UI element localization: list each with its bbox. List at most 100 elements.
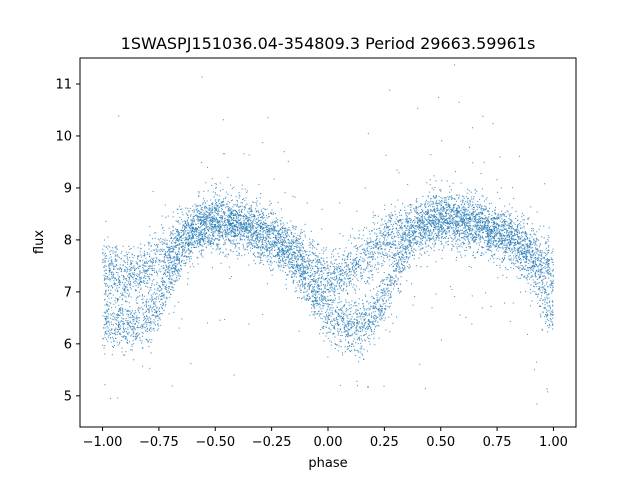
data-point	[346, 285, 348, 287]
data-point	[309, 241, 311, 243]
data-point	[446, 202, 448, 204]
data-point	[282, 244, 284, 246]
data-point	[460, 243, 462, 245]
data-point	[298, 280, 300, 282]
data-point	[454, 198, 456, 200]
data-point	[110, 253, 112, 255]
data-point	[345, 283, 347, 285]
data-point	[145, 305, 147, 307]
data-point	[165, 284, 167, 286]
data-point	[337, 253, 339, 255]
data-point	[445, 199, 447, 201]
data-point	[423, 216, 425, 218]
data-point	[128, 324, 130, 326]
data-point	[210, 218, 212, 220]
data-point	[142, 266, 144, 268]
data-point	[213, 205, 215, 207]
data-point	[521, 248, 523, 250]
data-point	[369, 264, 371, 266]
data-point	[271, 228, 273, 230]
data-point	[492, 244, 494, 246]
data-point	[381, 279, 383, 281]
data-point	[408, 233, 410, 235]
data-point	[498, 217, 500, 219]
data-point	[188, 210, 190, 212]
data-point	[272, 228, 274, 230]
data-point	[537, 274, 539, 276]
data-point	[298, 250, 300, 252]
data-point	[142, 281, 144, 283]
data-point	[368, 283, 370, 285]
data-point	[373, 316, 375, 318]
data-point	[219, 225, 221, 227]
data-point	[545, 241, 547, 243]
data-point	[109, 246, 111, 248]
data-point	[329, 283, 331, 285]
data-point	[208, 241, 210, 243]
data-point	[368, 230, 370, 232]
data-point	[448, 205, 450, 207]
data-point	[468, 241, 470, 243]
data-point	[147, 267, 149, 269]
data-point	[499, 234, 501, 236]
data-point	[207, 208, 209, 210]
data-point	[323, 266, 325, 268]
data-point	[191, 220, 193, 222]
data-point	[467, 200, 469, 202]
data-point	[506, 243, 508, 245]
data-point	[431, 248, 433, 250]
data-point	[504, 242, 506, 244]
data-point	[316, 296, 318, 298]
data-point	[347, 317, 349, 319]
data-point	[296, 268, 298, 270]
data-point	[238, 210, 240, 212]
data-point	[171, 248, 173, 250]
data-point	[180, 243, 182, 245]
data-point	[459, 245, 461, 247]
data-point	[224, 217, 226, 219]
data-point	[455, 203, 457, 205]
data-point	[379, 232, 381, 234]
data-point	[196, 231, 198, 233]
data-point	[349, 345, 351, 347]
data-point	[384, 234, 386, 236]
data-point	[356, 305, 358, 307]
data-point	[252, 234, 254, 236]
data-point	[482, 115, 484, 117]
data-point	[164, 269, 166, 271]
data-point	[448, 230, 450, 232]
data-point	[384, 308, 386, 310]
data-point	[514, 249, 516, 251]
data-point	[243, 153, 245, 155]
data-point	[291, 244, 293, 246]
data-point	[151, 328, 153, 330]
data-point	[355, 254, 357, 256]
data-point	[181, 229, 183, 231]
data-point	[378, 310, 380, 312]
data-point	[478, 206, 480, 208]
data-point	[179, 236, 181, 238]
data-point	[316, 248, 318, 250]
data-point	[244, 206, 246, 208]
data-point	[477, 212, 479, 214]
data-point	[268, 230, 270, 232]
data-point	[271, 246, 273, 248]
data-point	[161, 307, 163, 309]
data-point	[139, 270, 141, 272]
data-point	[182, 237, 184, 239]
data-point	[363, 252, 365, 254]
data-point	[536, 248, 538, 250]
data-point	[303, 285, 305, 287]
data-point	[275, 241, 277, 243]
data-point	[493, 223, 495, 225]
data-point	[256, 230, 258, 232]
data-point	[363, 271, 365, 273]
data-point	[484, 222, 486, 224]
data-point	[261, 244, 263, 246]
data-point	[362, 313, 364, 315]
data-point	[323, 340, 325, 342]
data-point	[169, 291, 171, 293]
data-point	[204, 228, 206, 230]
data-point	[424, 211, 426, 213]
data-point	[133, 312, 135, 314]
